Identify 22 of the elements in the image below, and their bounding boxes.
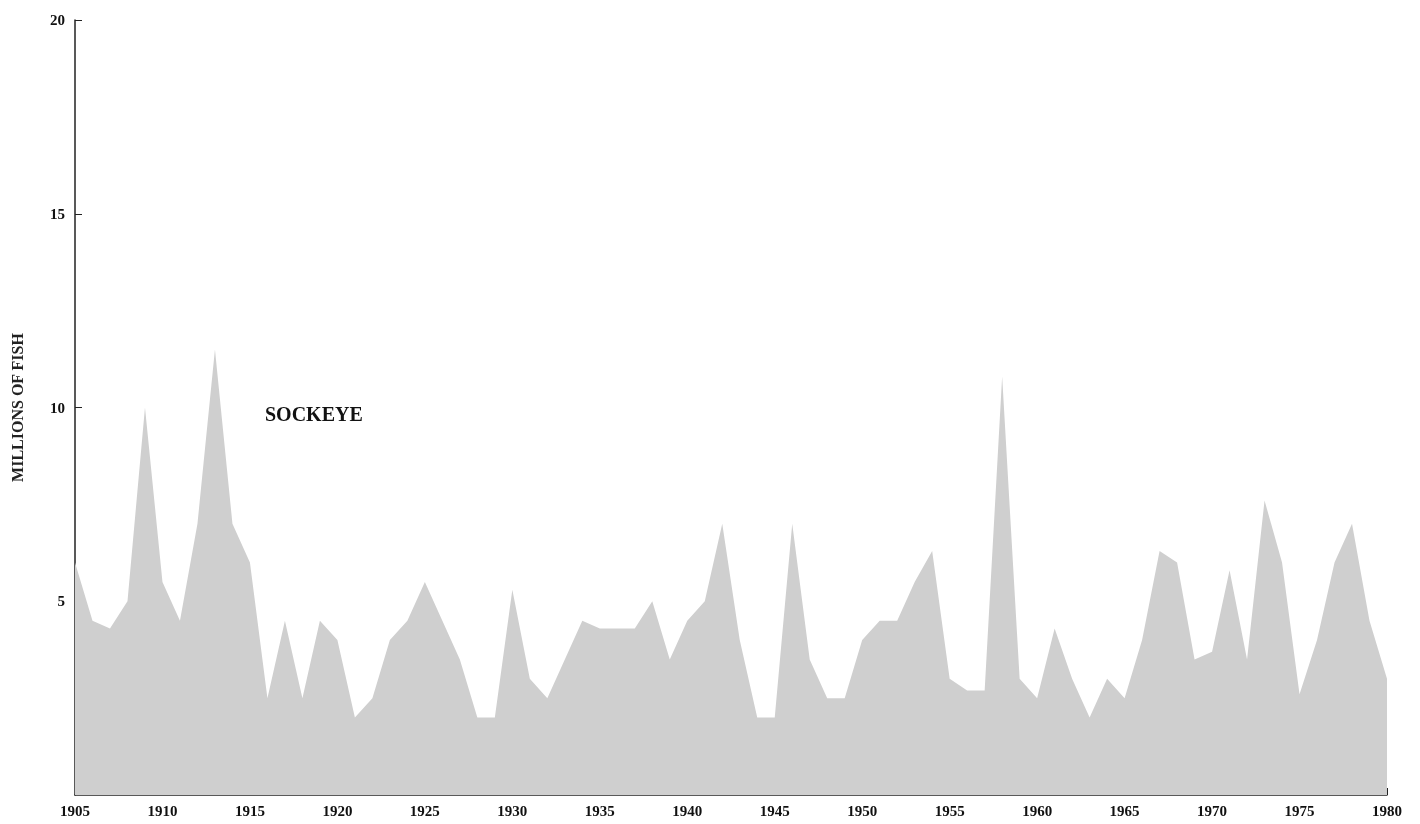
- text: SOCKEYE: [264, 403, 363, 426]
- x-tick-label: 1925: [409, 802, 440, 819]
- x-tick-label: 1940: [672, 802, 703, 819]
- x-tick-label: 1980: [1372, 802, 1402, 819]
- x-tick-label: 1970: [1197, 802, 1228, 819]
- x-tick-label: 1955: [934, 802, 965, 819]
- x-tick-label: 1950: [847, 802, 878, 819]
- y-tick-label: 10: [50, 399, 65, 416]
- x-tick-label: 1915: [234, 802, 265, 819]
- x-tick-label: 1920: [322, 802, 353, 819]
- x-tick-label: 1960: [1022, 802, 1053, 819]
- x-tick-label: 1910: [147, 802, 178, 819]
- y-tick-label: 15: [50, 205, 65, 222]
- x-tick-label: 1965: [1109, 802, 1140, 819]
- x-tick-label: 1905: [60, 802, 90, 819]
- x-tick-label: 1945: [759, 802, 790, 819]
- x-tick-label: 1930: [497, 802, 528, 819]
- y-axis-title: MILLIONS OF FISH: [8, 332, 26, 482]
- x-tick-label: 1975: [1284, 802, 1315, 819]
- y-tick-label: 20: [50, 12, 65, 28]
- y-tick-label: 5: [57, 593, 65, 610]
- x-tick-label: 1935: [584, 802, 615, 819]
